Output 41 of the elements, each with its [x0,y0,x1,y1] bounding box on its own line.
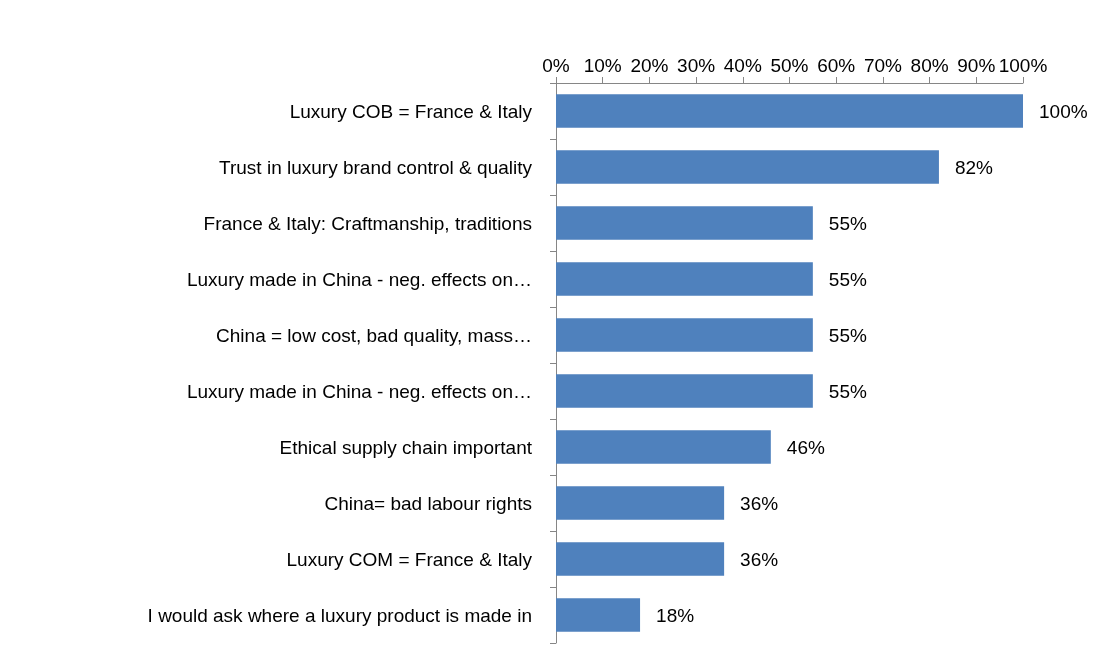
y-tick-label: China = low cost, bad quality, mass… [216,324,532,346]
bar [556,318,813,352]
x-tick-label: 20% [630,55,669,76]
bar [556,598,641,632]
data-label: 18% [656,604,695,626]
x-tick-label: 50% [770,55,809,76]
x-tick-label: 10% [583,55,622,76]
bar [556,150,939,184]
x-tick-label: 100% [998,55,1048,76]
bar [556,206,813,240]
x-tick-label: 70% [863,55,903,76]
data-label: 55% [828,212,867,234]
bar [556,374,813,408]
y-tick-label: I would ask where a luxury product is made in [147,604,532,626]
data-label: 100% [1039,100,1088,122]
y-tick-label: China= bad labour rights [324,492,532,514]
bar [556,94,1023,128]
data-label: 55% [828,268,867,290]
y-tick-label: France & Italy: Craftmanship, traditions [203,212,532,234]
data-label: 46% [786,436,825,458]
y-tick-label: Trust in luxury brand control & quality [219,156,533,178]
data-label: 55% [828,380,867,402]
x-tick-label: 30% [677,55,716,76]
data-label: 36% [740,548,779,570]
data-label: 82% [954,156,994,178]
bar [556,262,813,296]
data-label: 36% [740,492,779,514]
y-tick-label: Luxury made in China - neg. effects on… [186,268,532,290]
x-tick-label: 80% [910,55,949,76]
y-tick-label: Luxury made in China - neg. effects on… [186,380,532,402]
x-tick-label: 0% [542,55,570,76]
x-tick-label: 40% [723,55,762,76]
x-tick-label: 90% [957,55,996,76]
y-tick-label: Luxury COB = France & Italy [289,100,533,122]
data-label: 55% [828,324,867,346]
bar [556,486,725,520]
bar [556,542,725,576]
x-tick-label: 60% [817,55,856,76]
y-tick-label: Ethical supply chain important [279,436,533,458]
bar [556,430,771,464]
y-tick-label: Luxury COM = France & Italy [286,548,533,570]
